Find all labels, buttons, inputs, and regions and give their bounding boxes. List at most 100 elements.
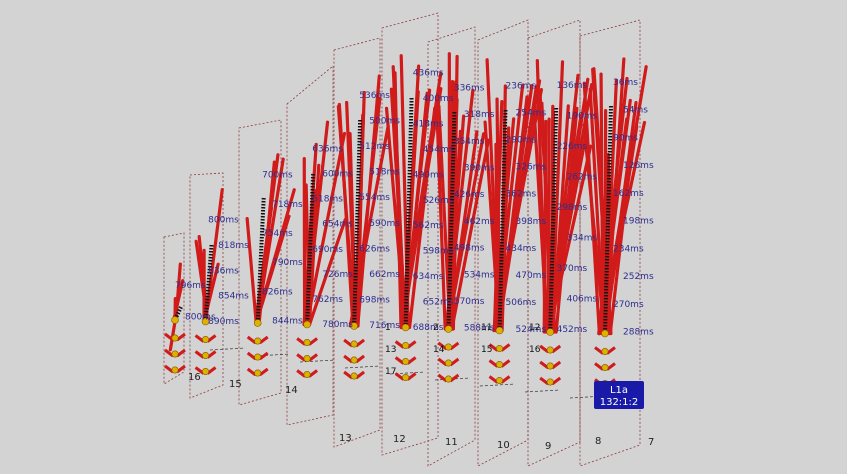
time-label: 800ms — [208, 216, 239, 226]
time-label: 688ms — [413, 323, 444, 333]
time-label: 198ms — [623, 217, 654, 227]
hub-node — [602, 330, 609, 337]
node-number: 16 — [529, 345, 541, 355]
time-label: 236ms — [506, 82, 537, 92]
node — [496, 345, 502, 351]
time-label: 562ms — [413, 221, 444, 231]
panel-number: 14 — [285, 385, 298, 396]
node — [172, 335, 178, 341]
node-number: 11 — [481, 323, 492, 333]
time-label: 418ms — [413, 120, 444, 130]
node — [255, 370, 261, 376]
time-label: 500ms — [369, 116, 400, 126]
time-label: 190ms — [567, 112, 598, 122]
time-label: 518ms — [369, 168, 400, 178]
time-label: 226ms — [557, 142, 588, 152]
time-label: 700ms — [262, 171, 293, 181]
time-label: 844ms — [272, 316, 303, 326]
node — [402, 358, 408, 364]
hub-node — [547, 329, 554, 336]
panel-number: 16 — [188, 372, 201, 383]
node — [445, 344, 451, 350]
time-label: 270ms — [613, 300, 644, 310]
node-number: 14 — [433, 345, 445, 355]
time-label: 854ms — [218, 292, 249, 302]
node-number: 13 — [385, 345, 396, 355]
node-number: 15 — [481, 345, 492, 355]
panel-number: 15 — [229, 379, 242, 390]
node — [202, 336, 208, 342]
time-label: 90ms — [613, 133, 638, 143]
node — [304, 339, 310, 345]
node-tag-line1: L1a — [610, 385, 628, 396]
time-label: 326ms — [516, 163, 547, 173]
time-label: 426ms — [454, 190, 485, 200]
node — [172, 367, 178, 373]
time-label: 462ms — [464, 217, 495, 227]
time-label: 590ms — [369, 219, 400, 229]
time-label: 718ms — [272, 200, 303, 210]
node — [402, 374, 408, 380]
time-label: 136ms — [557, 81, 588, 91]
connector — [525, 390, 560, 392]
node — [445, 376, 451, 382]
node — [496, 361, 502, 367]
node-tag[interactable]: L1a 132:1:2 — [594, 381, 644, 409]
connector — [345, 366, 380, 368]
node — [496, 377, 502, 383]
time-label: 334ms — [567, 233, 598, 243]
node-number: 2 — [433, 323, 439, 333]
time-label: 234ms — [613, 244, 644, 254]
connector — [480, 384, 515, 386]
connector — [210, 348, 245, 350]
hub-node — [445, 326, 452, 333]
time-label: 506ms — [506, 298, 537, 308]
time-label: 354ms — [454, 137, 485, 147]
time-label: 536ms — [359, 91, 390, 101]
node — [602, 364, 608, 370]
time-label: 336ms — [454, 83, 485, 93]
time-label: 252ms — [623, 272, 654, 282]
time-label: 470ms — [516, 271, 547, 281]
hub-node — [496, 327, 503, 334]
time-label: 654ms — [322, 220, 353, 230]
time-label: 434ms — [506, 244, 537, 254]
time-label: 262ms — [567, 173, 598, 183]
time-label: 662ms — [369, 270, 400, 280]
node — [202, 368, 208, 374]
time-label: 636ms — [312, 145, 343, 155]
ray — [176, 264, 180, 320]
time-label: 554ms — [359, 193, 390, 203]
time-label: 318ms — [464, 110, 495, 120]
hub-node — [304, 321, 311, 328]
time-label: 288ms — [623, 328, 654, 338]
node — [351, 373, 357, 379]
node — [547, 379, 553, 385]
node — [547, 347, 553, 353]
node-tag-line2: 132:1:2 — [600, 397, 639, 408]
time-label: 398ms — [516, 217, 547, 227]
time-label: 490ms — [413, 170, 444, 180]
ray — [259, 162, 274, 323]
node — [172, 351, 178, 357]
time-label: 298ms — [557, 203, 588, 213]
node — [304, 355, 310, 361]
time-label: 526ms — [423, 196, 454, 206]
time-label: 290ms — [506, 136, 537, 146]
time-label: 436ms — [413, 69, 444, 79]
panel-number: 13 — [339, 433, 352, 444]
time-label: 54ms — [623, 106, 648, 116]
time-label: 652ms — [423, 297, 454, 307]
node-number: 17 — [385, 367, 396, 377]
node — [351, 357, 357, 363]
time-label: 162ms — [613, 189, 644, 199]
time-label: 600ms — [322, 170, 353, 180]
node — [547, 363, 553, 369]
time-label: 406ms — [567, 294, 598, 304]
time-label: 36ms — [613, 78, 638, 88]
time-label: 818ms — [218, 241, 249, 251]
time-label: 390ms — [464, 163, 495, 173]
time-label: 454ms — [423, 145, 454, 155]
